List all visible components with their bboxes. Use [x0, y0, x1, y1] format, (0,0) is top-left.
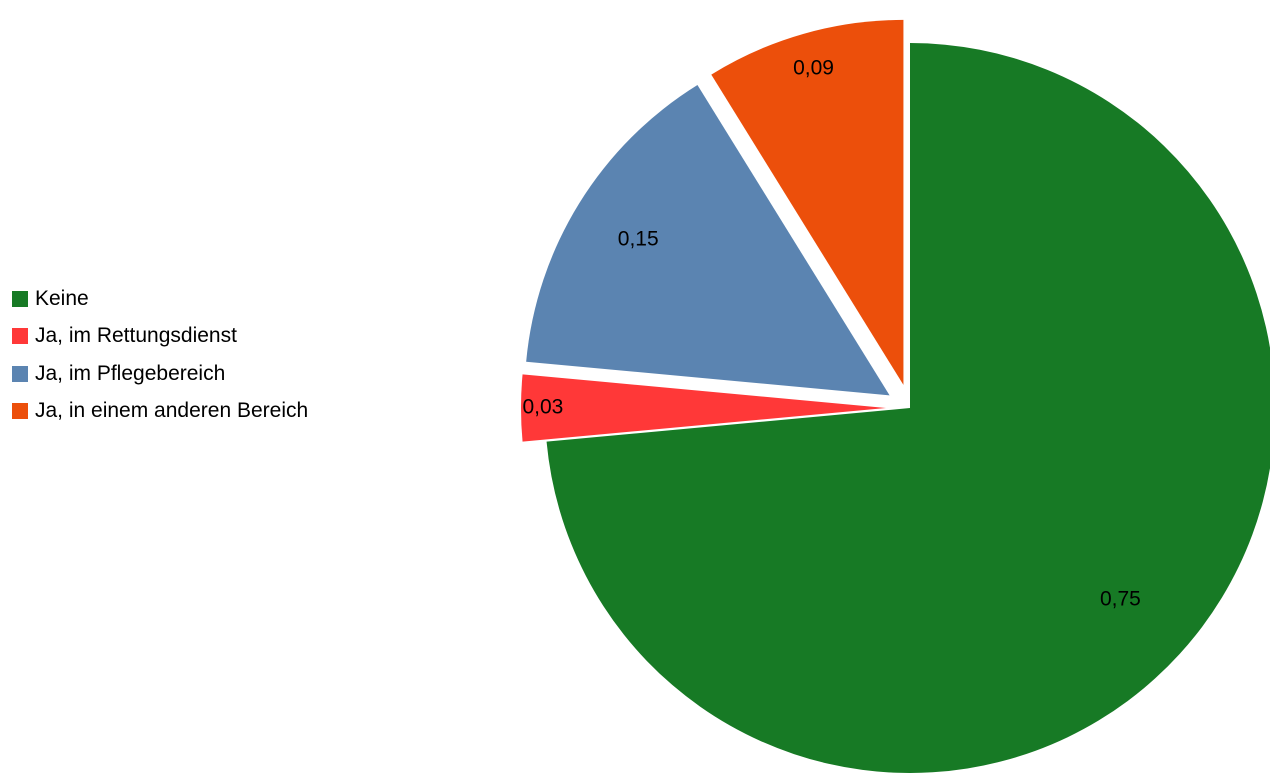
pie-slice-pflegebereich [526, 85, 890, 396]
legend-item-anderer-bereich: Ja, in einem anderen Bereich [12, 393, 308, 431]
pie-value-label-rettungsdienst: 0,03 [522, 396, 563, 419]
legend-swatch-keine [12, 290, 28, 307]
legend-label-keine: Keine [35, 286, 89, 310]
legend-label-pflegebereich: Ja, im Pflegebereich [35, 361, 226, 385]
legend-item-pflegebereich: Ja, im Pflegebereich [12, 355, 308, 393]
legend-swatch-anderer-bereich [12, 403, 28, 420]
legend-item-rettungsdienst: Ja, im Rettungsdienst [12, 318, 308, 356]
legend-label-rettungsdienst: Ja, im Rettungsdienst [35, 324, 237, 348]
pie-value-labels: 0,75 0,03 0,15 0,09 [522, 57, 1140, 611]
pie-slice-rettungsdienst [521, 374, 886, 442]
legend-swatch-pflegebereich [12, 365, 28, 382]
pie-slice-keine [546, 43, 1270, 773]
pie-slice-anderer-bereich [711, 19, 904, 385]
pie-value-label-pflegebereich: 0,15 [618, 227, 659, 250]
pie-value-label-anderer-bereich: 0,09 [793, 57, 834, 80]
pie-value-label-keine: 0,75 [1100, 587, 1141, 610]
pie-slices [521, 19, 1270, 773]
legend-label-anderer-bereich: Ja, in einem anderen Bereich [35, 399, 309, 423]
legend-swatch-rettungsdienst [12, 328, 28, 345]
legend-item-keine: Keine [12, 280, 308, 318]
legend: Keine Ja, im Rettungsdienst Ja, im Pfleg… [12, 280, 308, 430]
